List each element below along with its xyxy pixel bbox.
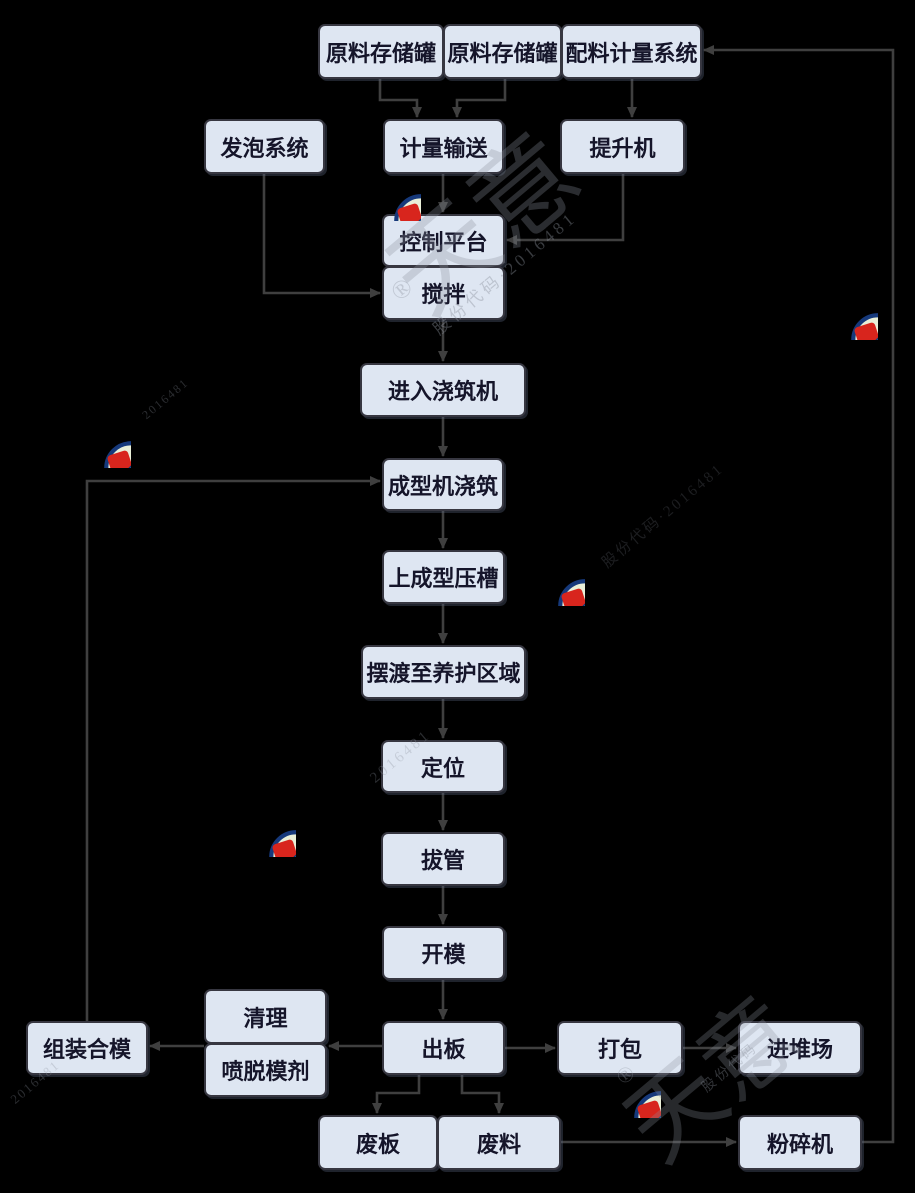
node-forming-press: 上成型压槽 [382,550,505,604]
arrow-outboard-to-wasteboard [372,1075,421,1114]
arrow-hoist-to-control [506,174,625,245]
node-metering-convey: 计量输送 [383,119,504,174]
node-waste-board: 废板 [318,1115,438,1170]
node-control-platform: 控制平台 [382,214,505,267]
arrow-assemble-to-casting-loop [85,476,381,1021]
arrow-tank2-to-metering [452,79,507,118]
node-open-mold: 开模 [382,926,505,980]
node-cleaning: 清理 [204,989,327,1044]
company-logo-icon [365,165,421,221]
arrow-tank1-to-metering [378,79,422,118]
node-foaming-system: 发泡系统 [204,119,325,174]
node-ferry-curing: 摆渡至养护区域 [361,645,526,699]
arrow-foaming-to-mixing [262,174,381,298]
node-hoist: 提升机 [560,119,685,174]
node-pull-pipe: 拔管 [381,832,505,886]
arrow-crusher-to-batching-loop [703,45,895,1144]
node-raw-tank-1: 原料存储罐 [318,24,444,79]
node-assemble-mold: 组装合模 [26,1021,148,1075]
arrow-outboard-to-wastematerial [460,1075,504,1114]
node-mixing: 搅拌 [382,266,505,320]
company-logo-icon [822,284,878,340]
company-logo-icon [240,801,296,857]
company-logo-icon [75,412,131,468]
node-out-board: 出板 [382,1021,505,1075]
node-stack-yard: 进堆场 [738,1021,862,1075]
node-spray-release: 喷脱模剂 [204,1043,327,1097]
node-enter-casting: 进入浇筑机 [360,363,526,417]
node-waste-material: 废料 [437,1115,561,1170]
company-logo-icon [605,1062,661,1118]
node-batching-system: 配料计量系统 [561,24,702,79]
node-raw-tank-2: 原料存储罐 [443,24,562,79]
node-packing: 打包 [557,1021,683,1075]
node-casting-machine: 成型机浇筑 [382,458,504,511]
node-crusher: 粉碎机 [738,1115,862,1170]
node-positioning: 定位 [381,740,505,793]
company-logo-icon [529,550,585,606]
